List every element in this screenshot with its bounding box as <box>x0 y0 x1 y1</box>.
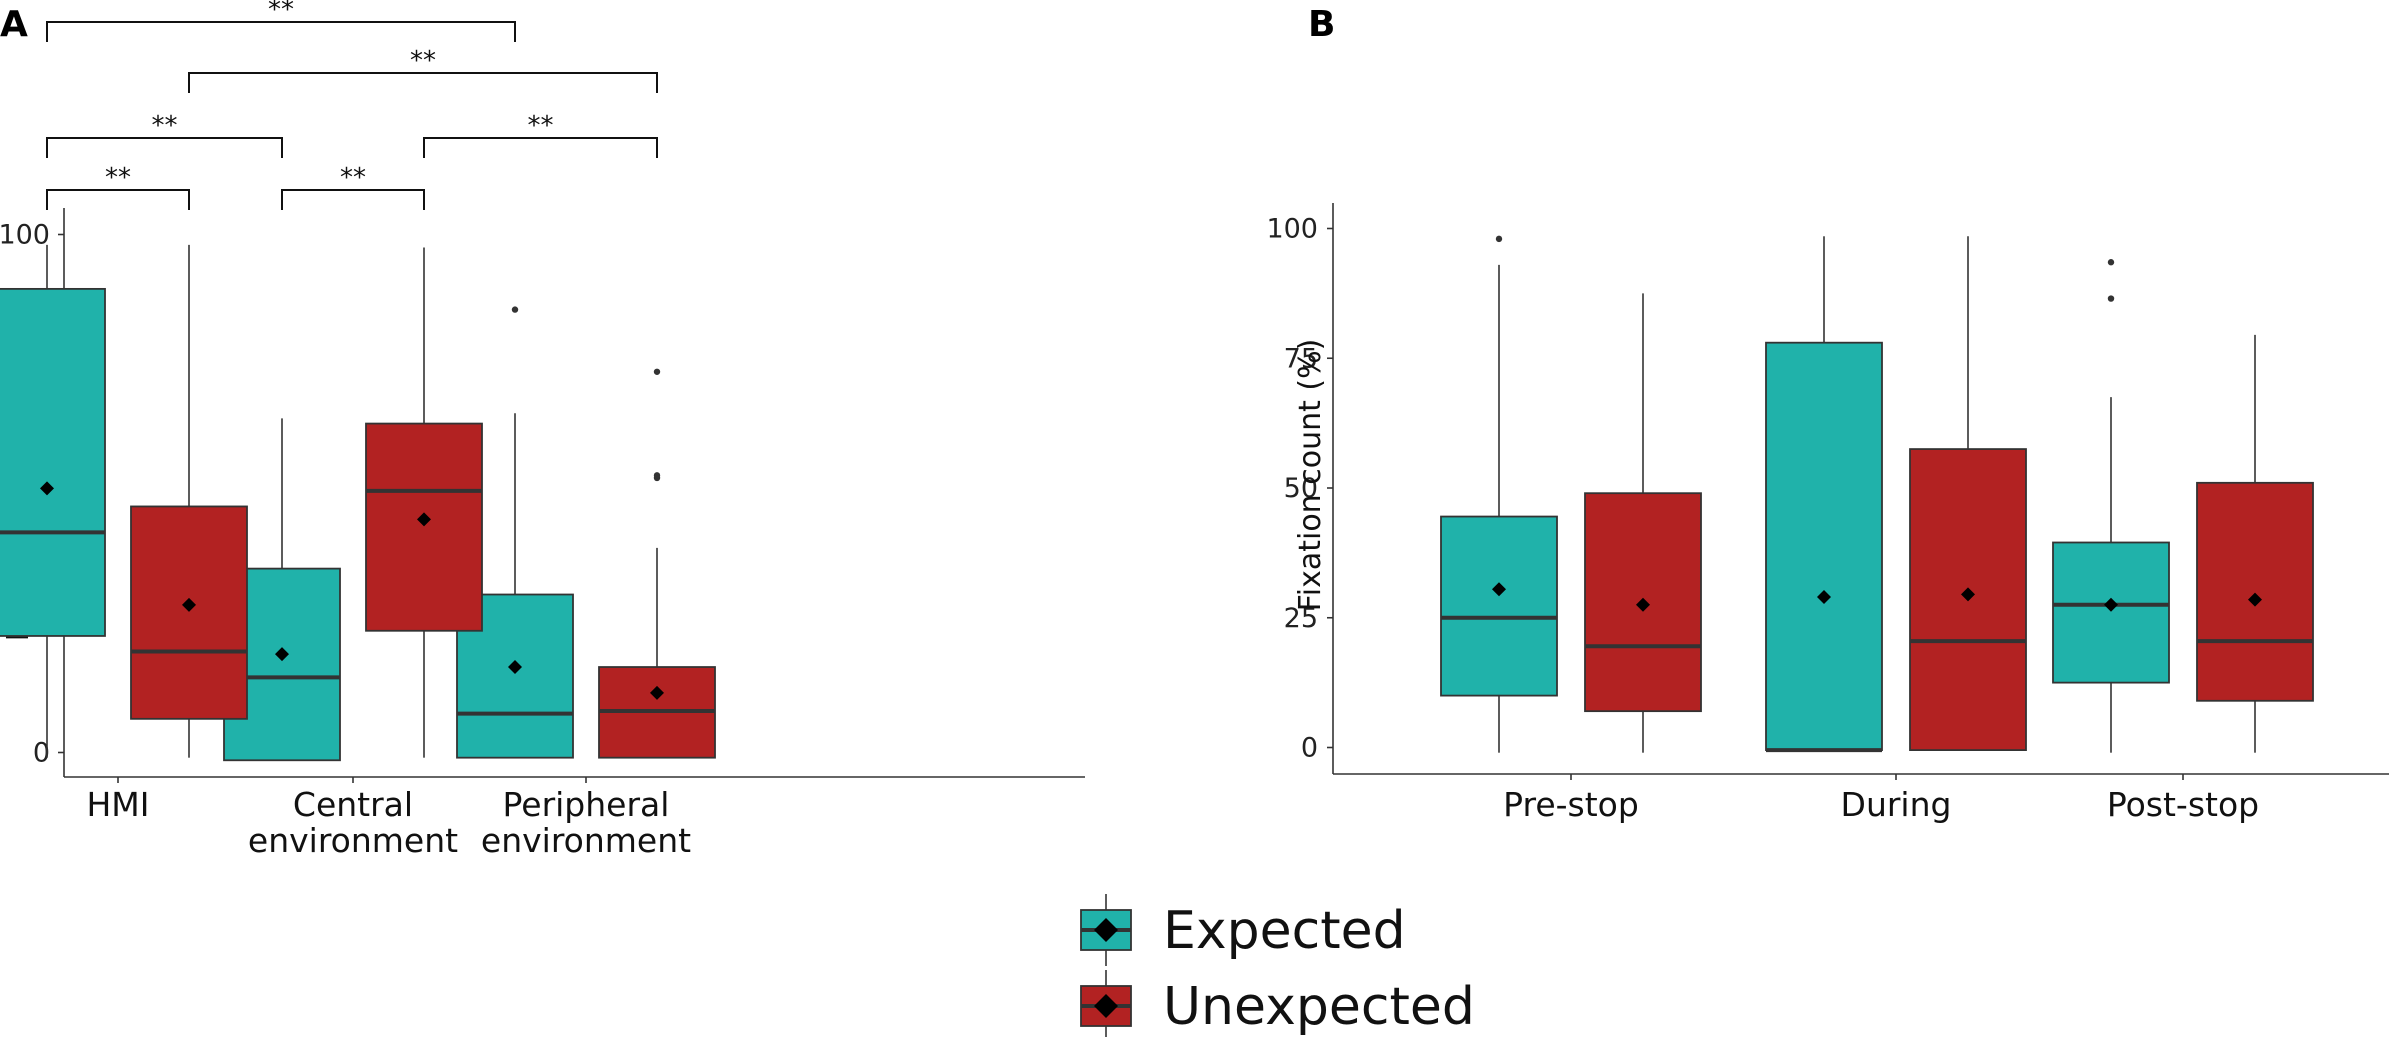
significance-label: ** <box>340 163 366 193</box>
panel-b: B 0 25 50 75 100 Fixation count (%) Pre-stop Dur… <box>1266 4 2389 824</box>
y-tick-label: 75 <box>1284 343 1318 374</box>
box-unexpected <box>130 244 248 758</box>
iqr-box <box>0 287 106 637</box>
mean-marker <box>417 512 431 527</box>
outlier-point <box>511 306 519 313</box>
y-axis-label: Fixation count (%) <box>1293 339 1328 612</box>
mean-marker <box>2104 597 2118 612</box>
significance-bracket <box>46 21 516 42</box>
significance-label: ** <box>410 46 436 76</box>
panel-a: A0255075100Fixation count (%)HMICentrale… <box>0 0 1085 860</box>
iqr-box <box>130 505 248 720</box>
mean-marker <box>508 660 522 675</box>
y-tick-label: 0 <box>33 738 50 769</box>
mean-marker <box>1636 597 1650 612</box>
mean-marker <box>1492 582 1506 597</box>
significance-label: ** <box>105 163 131 193</box>
significance-bracket <box>46 189 190 210</box>
outlier-point <box>653 472 661 479</box>
y-tick-label: 100 <box>1266 214 1318 245</box>
outlier-point <box>1495 235 1503 243</box>
legend-item-unexpected: Unexpected <box>1080 970 1475 1037</box>
legend-item-expected: Expected <box>1080 894 1406 966</box>
y-tick-label: 25 <box>1284 603 1318 634</box>
outlier-point <box>2107 259 2115 266</box>
box-expected <box>1765 236 1883 753</box>
box-unexpected <box>2196 334 2314 753</box>
x-category-label: environment <box>248 821 458 860</box>
panel-label: A <box>0 4 28 45</box>
outlier-point <box>2107 295 2115 302</box>
mean-marker <box>1961 587 1975 602</box>
legend: Expected Unexpected <box>1080 894 1475 1037</box>
box-expected <box>1440 235 1558 753</box>
significance-bracket <box>188 72 658 93</box>
significance-label: ** <box>528 111 554 141</box>
legend-key-mean <box>1094 918 1118 942</box>
x-category-label: Pre-stop <box>1503 785 1639 824</box>
iqr-box <box>365 422 483 632</box>
legend-label-unexpected: Unexpected <box>1163 977 1475 1037</box>
x-category-label: During <box>1841 785 1952 824</box>
legend-key-mean <box>1094 994 1118 1018</box>
box-unexpected <box>1909 236 2027 751</box>
significance-bracket <box>423 137 658 158</box>
y-tick-label: 50 <box>1284 473 1318 504</box>
mean-marker <box>650 685 664 700</box>
box-unexpected <box>598 368 716 759</box>
box-unexpected <box>365 247 483 758</box>
x-category-label: environment <box>481 821 691 860</box>
x-category-label: Peripheral <box>503 785 670 824</box>
x-category-label: Central <box>293 785 413 824</box>
y-tick-label: 100 <box>0 220 50 251</box>
box-unexpected <box>1584 293 1702 753</box>
iqr-box <box>1765 341 1883 751</box>
legend-label-expected: Expected <box>1163 901 1406 961</box>
outlier-point <box>653 368 661 375</box>
significance-bracket <box>281 189 425 210</box>
panel-label: B <box>1308 4 1335 45</box>
y-tick-label: 0 <box>1301 733 1318 764</box>
iqr-box <box>2052 541 2170 684</box>
x-category-label: Post-stop <box>2107 785 2259 824</box>
significance-label: ** <box>268 0 294 25</box>
box-expected <box>0 244 106 758</box>
mean-marker <box>182 597 196 612</box>
significance-bracket <box>46 137 283 158</box>
iqr-box <box>1440 515 1558 697</box>
significance-label: ** <box>152 111 178 141</box>
mean-marker <box>40 481 54 496</box>
mean-marker <box>1817 589 1831 604</box>
mean-marker <box>275 647 289 662</box>
iqr-box <box>2196 481 2314 702</box>
x-category-label: HMI <box>86 785 149 824</box>
box-expected <box>2052 259 2170 753</box>
mean-marker <box>2248 592 2262 607</box>
